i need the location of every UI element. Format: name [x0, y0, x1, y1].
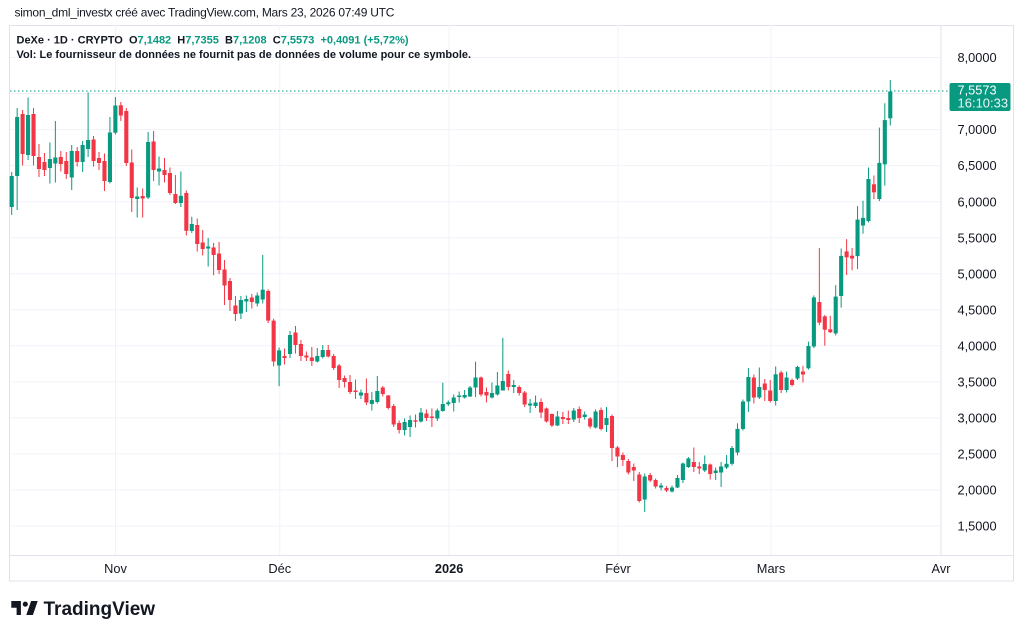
svg-text:2026: 2026: [435, 561, 463, 576]
svg-text:TradingView: TradingView: [44, 599, 156, 620]
svg-text:3,5000: 3,5000: [958, 375, 997, 390]
svg-text:6,0000: 6,0000: [958, 194, 997, 209]
svg-text:Avr: Avr: [932, 561, 952, 576]
svg-text:7,5573: 7,5573: [958, 83, 997, 98]
svg-text:7,0000: 7,0000: [958, 122, 997, 137]
svg-text:Févr: Févr: [605, 561, 631, 576]
svg-text:4,0000: 4,0000: [958, 338, 997, 353]
svg-text:Nov: Nov: [104, 561, 127, 576]
svg-text:2,0000: 2,0000: [958, 483, 997, 498]
svg-text:6,5000: 6,5000: [958, 158, 997, 173]
svg-text:Vol: Le fournisseur de données: Vol: Le fournisseur de données ne fourni…: [17, 49, 472, 61]
svg-text:5,5000: 5,5000: [958, 230, 997, 245]
svg-text:2,5000: 2,5000: [958, 447, 997, 462]
svg-text:simon_dml_investx créé avec Tr: simon_dml_investx créé avec TradingView.…: [15, 6, 395, 20]
svg-text:Mars: Mars: [757, 561, 785, 576]
svg-text:1,5000: 1,5000: [958, 519, 997, 534]
svg-text:4,5000: 4,5000: [958, 302, 997, 317]
svg-text:DeXe · 1D · CRYPTO O7,1482 H: DeXe · 1D · CRYPTO O7,1482 H7,7355 B7,12…: [17, 35, 409, 47]
svg-text:3,0000: 3,0000: [958, 411, 997, 426]
svg-text:Déc: Déc: [268, 561, 291, 576]
svg-text:5,0000: 5,0000: [958, 266, 997, 281]
svg-text:16:10:33: 16:10:33: [958, 96, 1009, 111]
svg-text:8,0000: 8,0000: [958, 50, 997, 65]
